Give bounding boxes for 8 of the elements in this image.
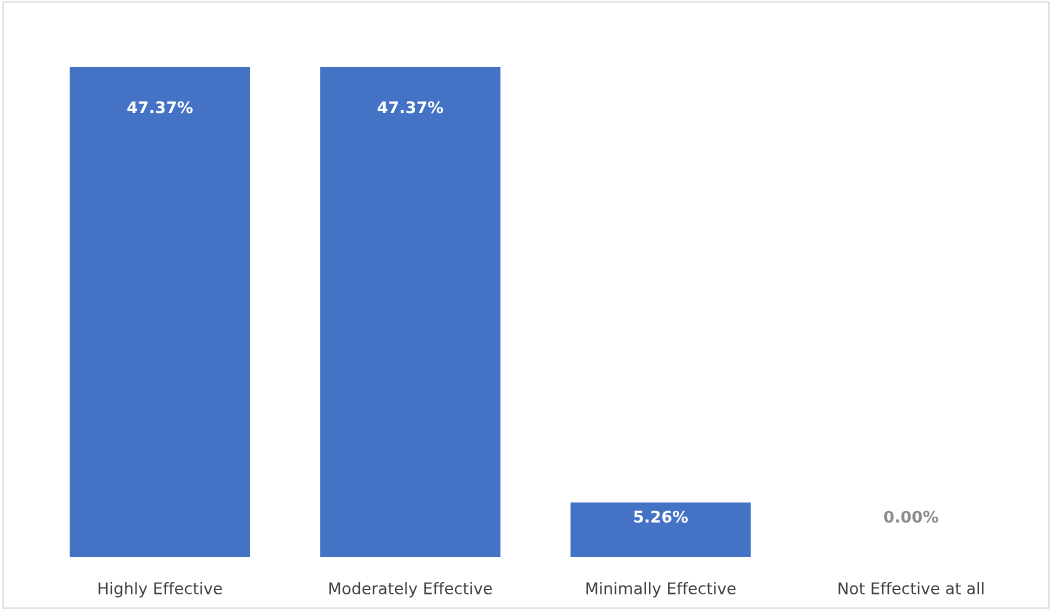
x-tick-label: Minimally Effective	[586, 582, 736, 598]
data-label: 47.37%	[127, 101, 193, 114]
data-label: 0.00%	[884, 510, 939, 523]
data-label: 47.37%	[377, 101, 444, 114]
x-tick-label: Not Effective at all	[838, 582, 984, 595]
x-tick-label: Moderately Effective	[329, 582, 492, 598]
x-tick-label: Highly Effective	[98, 582, 222, 598]
data-label: 5.26%	[634, 510, 688, 523]
